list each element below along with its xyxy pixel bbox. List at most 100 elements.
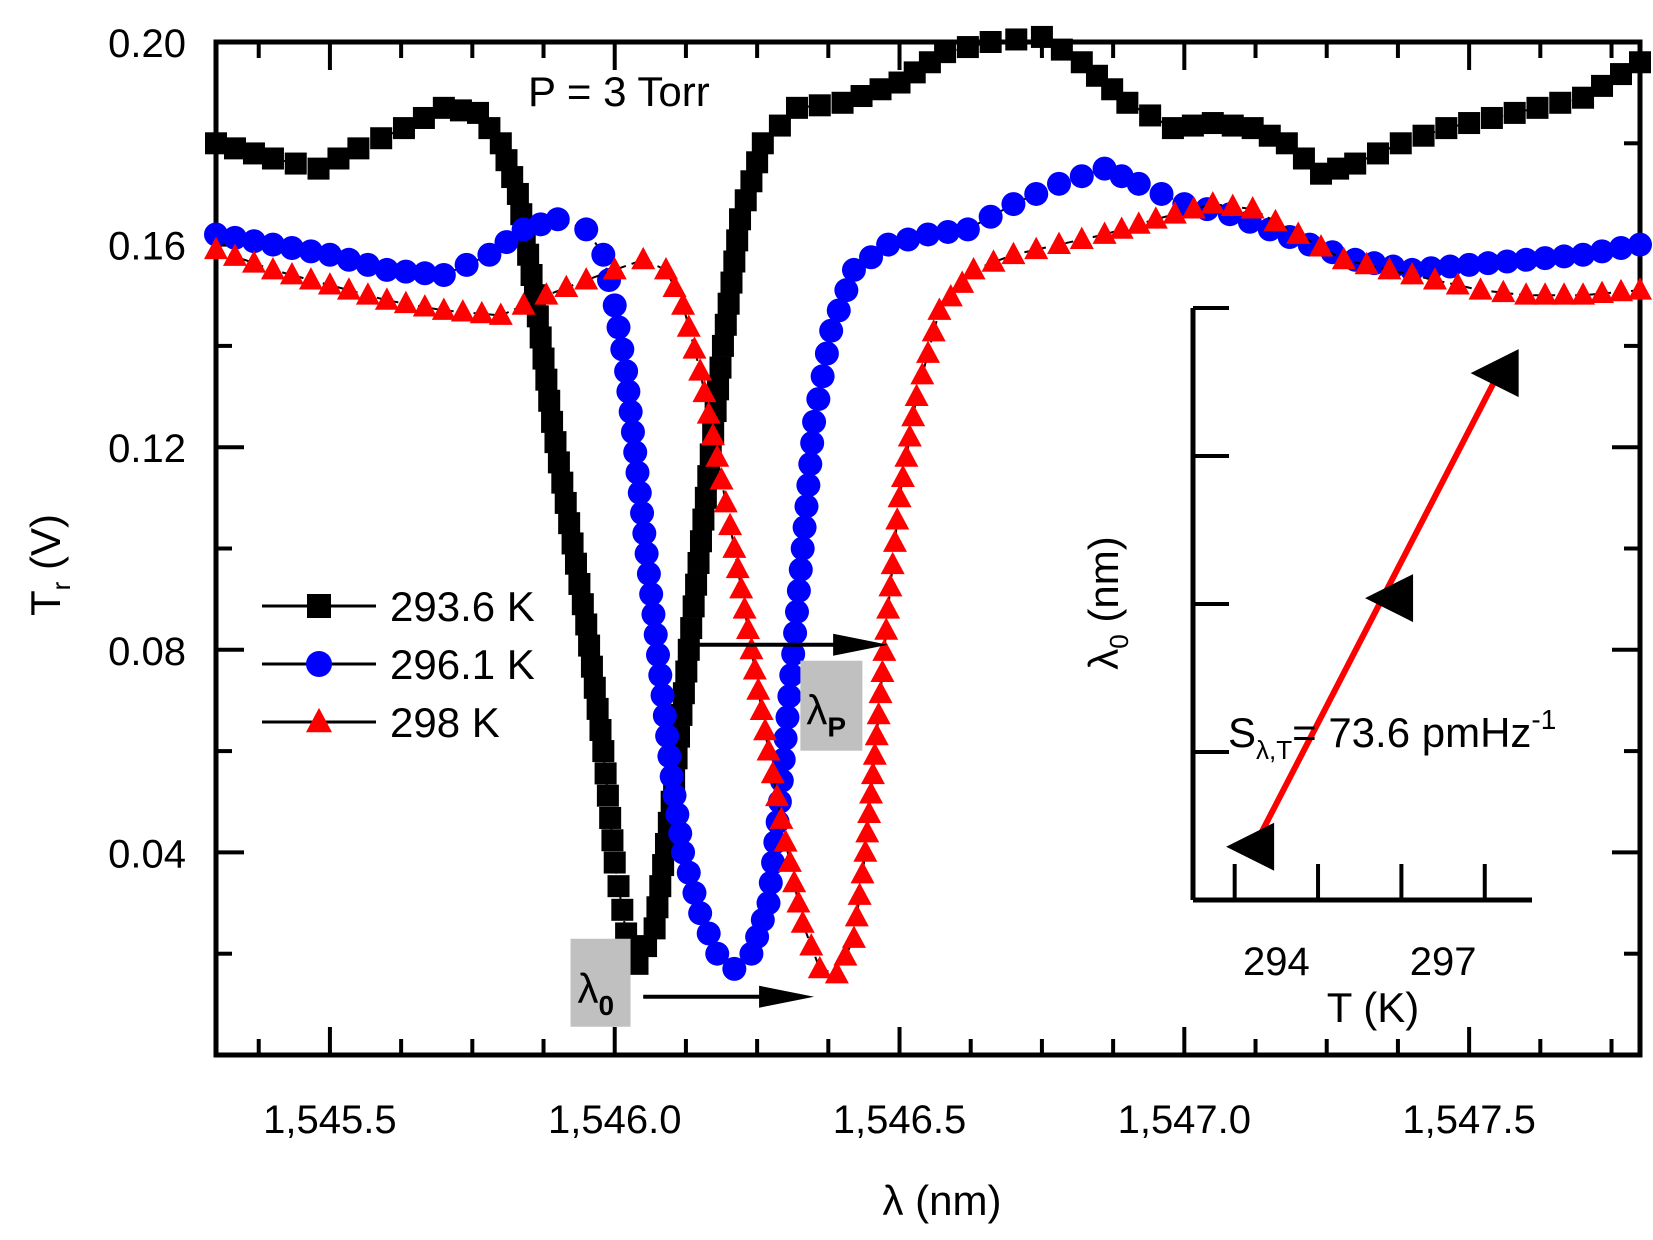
data-point (374, 257, 399, 282)
data-point (1047, 231, 1072, 255)
data-point (688, 358, 713, 381)
data-point (574, 217, 599, 242)
data-point (862, 742, 887, 765)
data-point (1400, 262, 1425, 285)
data-point (1468, 277, 1493, 300)
data-point (298, 267, 323, 290)
data-point (317, 272, 342, 295)
data-point (616, 379, 641, 404)
data-point (1181, 196, 1206, 219)
data-point (652, 854, 675, 877)
data-point (670, 703, 693, 726)
data-point (868, 680, 893, 704)
data-point (488, 302, 513, 325)
data-point (1030, 25, 1053, 48)
data-point (279, 262, 304, 285)
y-tick-label: 0.20 (108, 22, 186, 66)
data-point (1024, 236, 1049, 260)
sensitivity-sub: λ,T (1256, 735, 1292, 765)
data-point (672, 682, 695, 705)
data-point (790, 910, 815, 933)
data-point (599, 806, 622, 829)
data-point (1286, 221, 1311, 244)
data-point (1050, 38, 1073, 61)
data-point (1591, 74, 1614, 97)
data-point (775, 705, 800, 730)
data-point (1344, 152, 1367, 175)
data-point (1590, 239, 1615, 264)
data-point (554, 491, 577, 514)
data-point (1549, 91, 1572, 114)
data-point (241, 229, 266, 254)
data-point (1201, 112, 1224, 135)
data-point (1552, 282, 1577, 305)
x-tick-label: 1,547.5 (1402, 1098, 1535, 1142)
data-point (781, 642, 806, 667)
data-point (574, 267, 599, 290)
data-point (682, 880, 707, 905)
data-point (1161, 117, 1184, 140)
data-point (374, 287, 399, 310)
data-point (1422, 267, 1447, 290)
pressure-annotation: P = 3 Torr (528, 68, 710, 115)
data-point (1495, 249, 1520, 274)
data-point (307, 157, 330, 180)
data-point (607, 875, 630, 898)
data-point (1533, 246, 1558, 271)
data-point (205, 132, 227, 155)
data-point (392, 117, 415, 140)
data-point (723, 250, 746, 273)
data-point (260, 256, 285, 280)
data-point (853, 839, 878, 862)
data-point (916, 340, 940, 363)
legend-marker (306, 707, 332, 733)
data-point (1354, 251, 1379, 275)
data-point (756, 738, 781, 761)
data-point (657, 744, 682, 769)
data-point (882, 529, 907, 552)
data-point (722, 535, 747, 558)
data-point (961, 256, 986, 280)
data-point (773, 829, 798, 852)
data-point (1001, 241, 1026, 265)
lambdaP-label: λP (806, 687, 846, 743)
data-point (432, 96, 455, 119)
data-point (517, 243, 540, 266)
data-point (501, 166, 524, 189)
data-point (677, 638, 700, 661)
data-point (713, 489, 738, 513)
data-point (541, 410, 564, 433)
data-point (204, 222, 228, 247)
data-point (904, 383, 929, 406)
data-point (261, 147, 284, 170)
data-point (687, 551, 710, 574)
data-point (454, 252, 479, 277)
data-point (603, 851, 626, 874)
data-point (1533, 282, 1558, 305)
sensitivity-value: = 73.6 pmHz (1292, 709, 1531, 756)
data-point (412, 106, 435, 129)
data-point (680, 617, 703, 640)
x-tick-label: 1,546.5 (833, 1098, 966, 1142)
data-point (758, 870, 783, 895)
y-axis-title-sub: r (46, 581, 76, 590)
data-point (620, 420, 645, 445)
data-point (336, 277, 361, 300)
data-point (761, 850, 786, 875)
data-point (594, 762, 617, 785)
data-point (746, 151, 769, 174)
data-point (855, 820, 880, 843)
data-point (705, 941, 730, 966)
inset-y-axis-title-main: λ (1080, 649, 1127, 670)
data-point (1024, 181, 1049, 206)
data-point (857, 800, 882, 823)
data-point (602, 293, 627, 318)
data-point (1514, 247, 1539, 272)
data-point (489, 132, 512, 155)
data-point (880, 551, 905, 575)
data-point (956, 36, 979, 59)
data-point (729, 208, 752, 231)
data-point (578, 634, 601, 657)
data-point (1327, 157, 1350, 180)
